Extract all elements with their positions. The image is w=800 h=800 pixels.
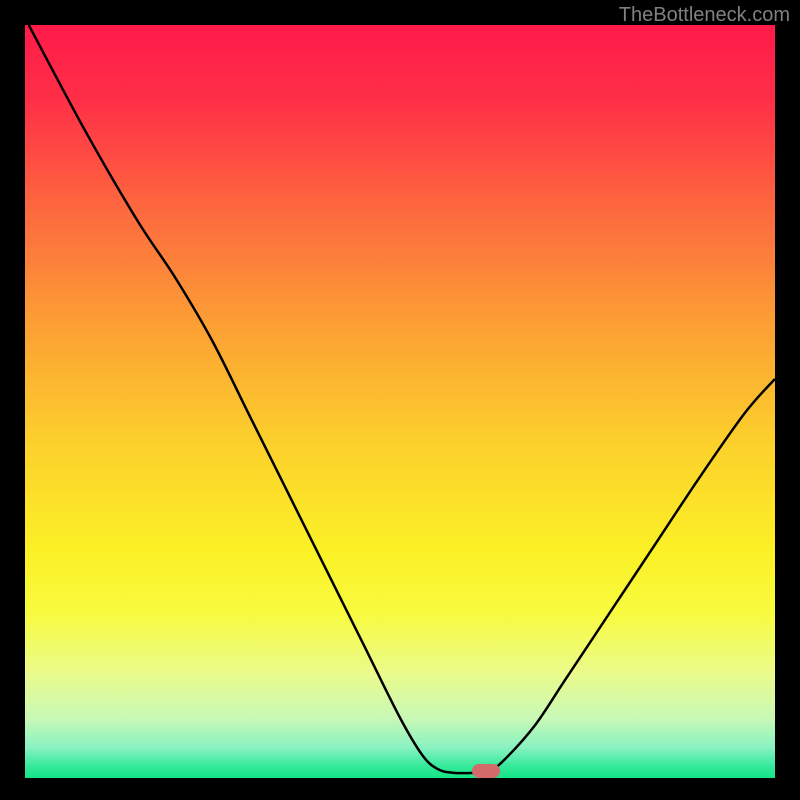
plot-area xyxy=(25,25,775,778)
curve-line xyxy=(25,25,775,778)
optimal-marker xyxy=(472,764,500,778)
watermark-text: TheBottleneck.com xyxy=(619,4,790,27)
